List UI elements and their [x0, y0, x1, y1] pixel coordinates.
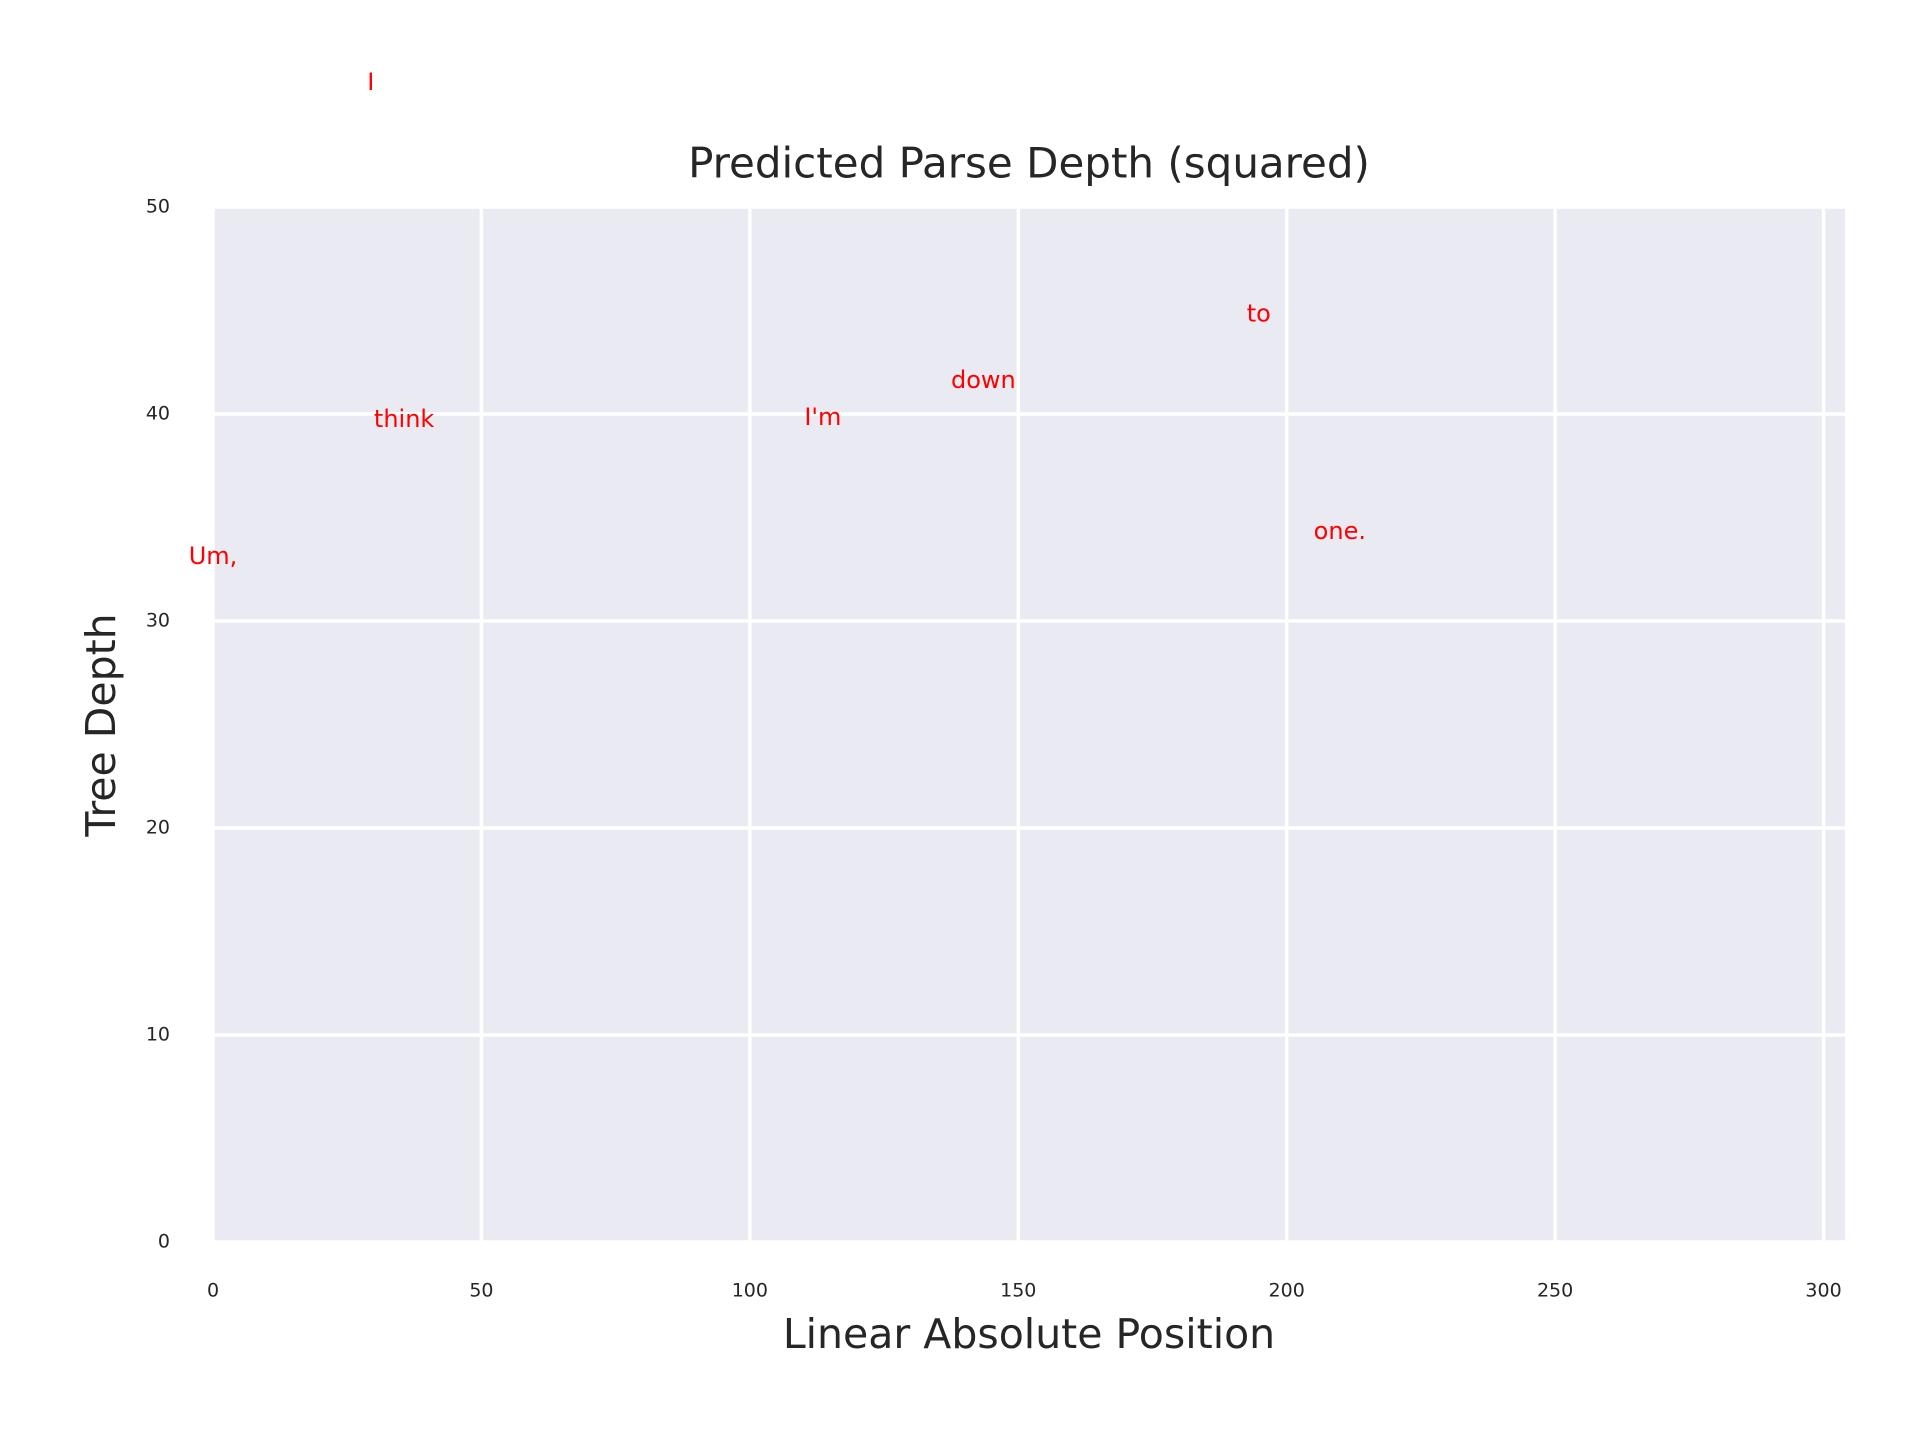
word-label: down — [951, 366, 1016, 394]
word-label: Um, — [189, 542, 238, 570]
x-tick-label: 150 — [1000, 1280, 1036, 1302]
x-axis-label: Linear Absolute Position — [783, 1310, 1275, 1358]
y-tick-label: 40 — [146, 403, 170, 425]
y-tick-label: 0 — [158, 1231, 170, 1253]
word-label: one. — [1314, 517, 1366, 545]
y-axis-label: Tree Depth — [77, 613, 125, 837]
x-tick-label: 200 — [1269, 1280, 1305, 1302]
x-tick-label: 250 — [1537, 1280, 1573, 1302]
x-tick-label: 50 — [469, 1280, 493, 1302]
word-label: to — [1247, 300, 1271, 328]
chart-title: Predicted Parse Depth (squared) — [688, 139, 1370, 188]
word-label: I'm — [804, 403, 841, 431]
y-tick-label: 50 — [146, 196, 170, 218]
plot-area — [213, 207, 1845, 1242]
y-tick-label: 30 — [146, 610, 170, 632]
x-tick-label: 0 — [207, 1280, 219, 1302]
x-tick-label: 300 — [1805, 1280, 1841, 1302]
word-label: think — [374, 405, 435, 433]
y-tick-label: 10 — [146, 1024, 170, 1046]
word-label: I — [367, 68, 374, 96]
x-tick-label: 100 — [732, 1280, 768, 1302]
y-tick-label: 20 — [146, 817, 170, 839]
